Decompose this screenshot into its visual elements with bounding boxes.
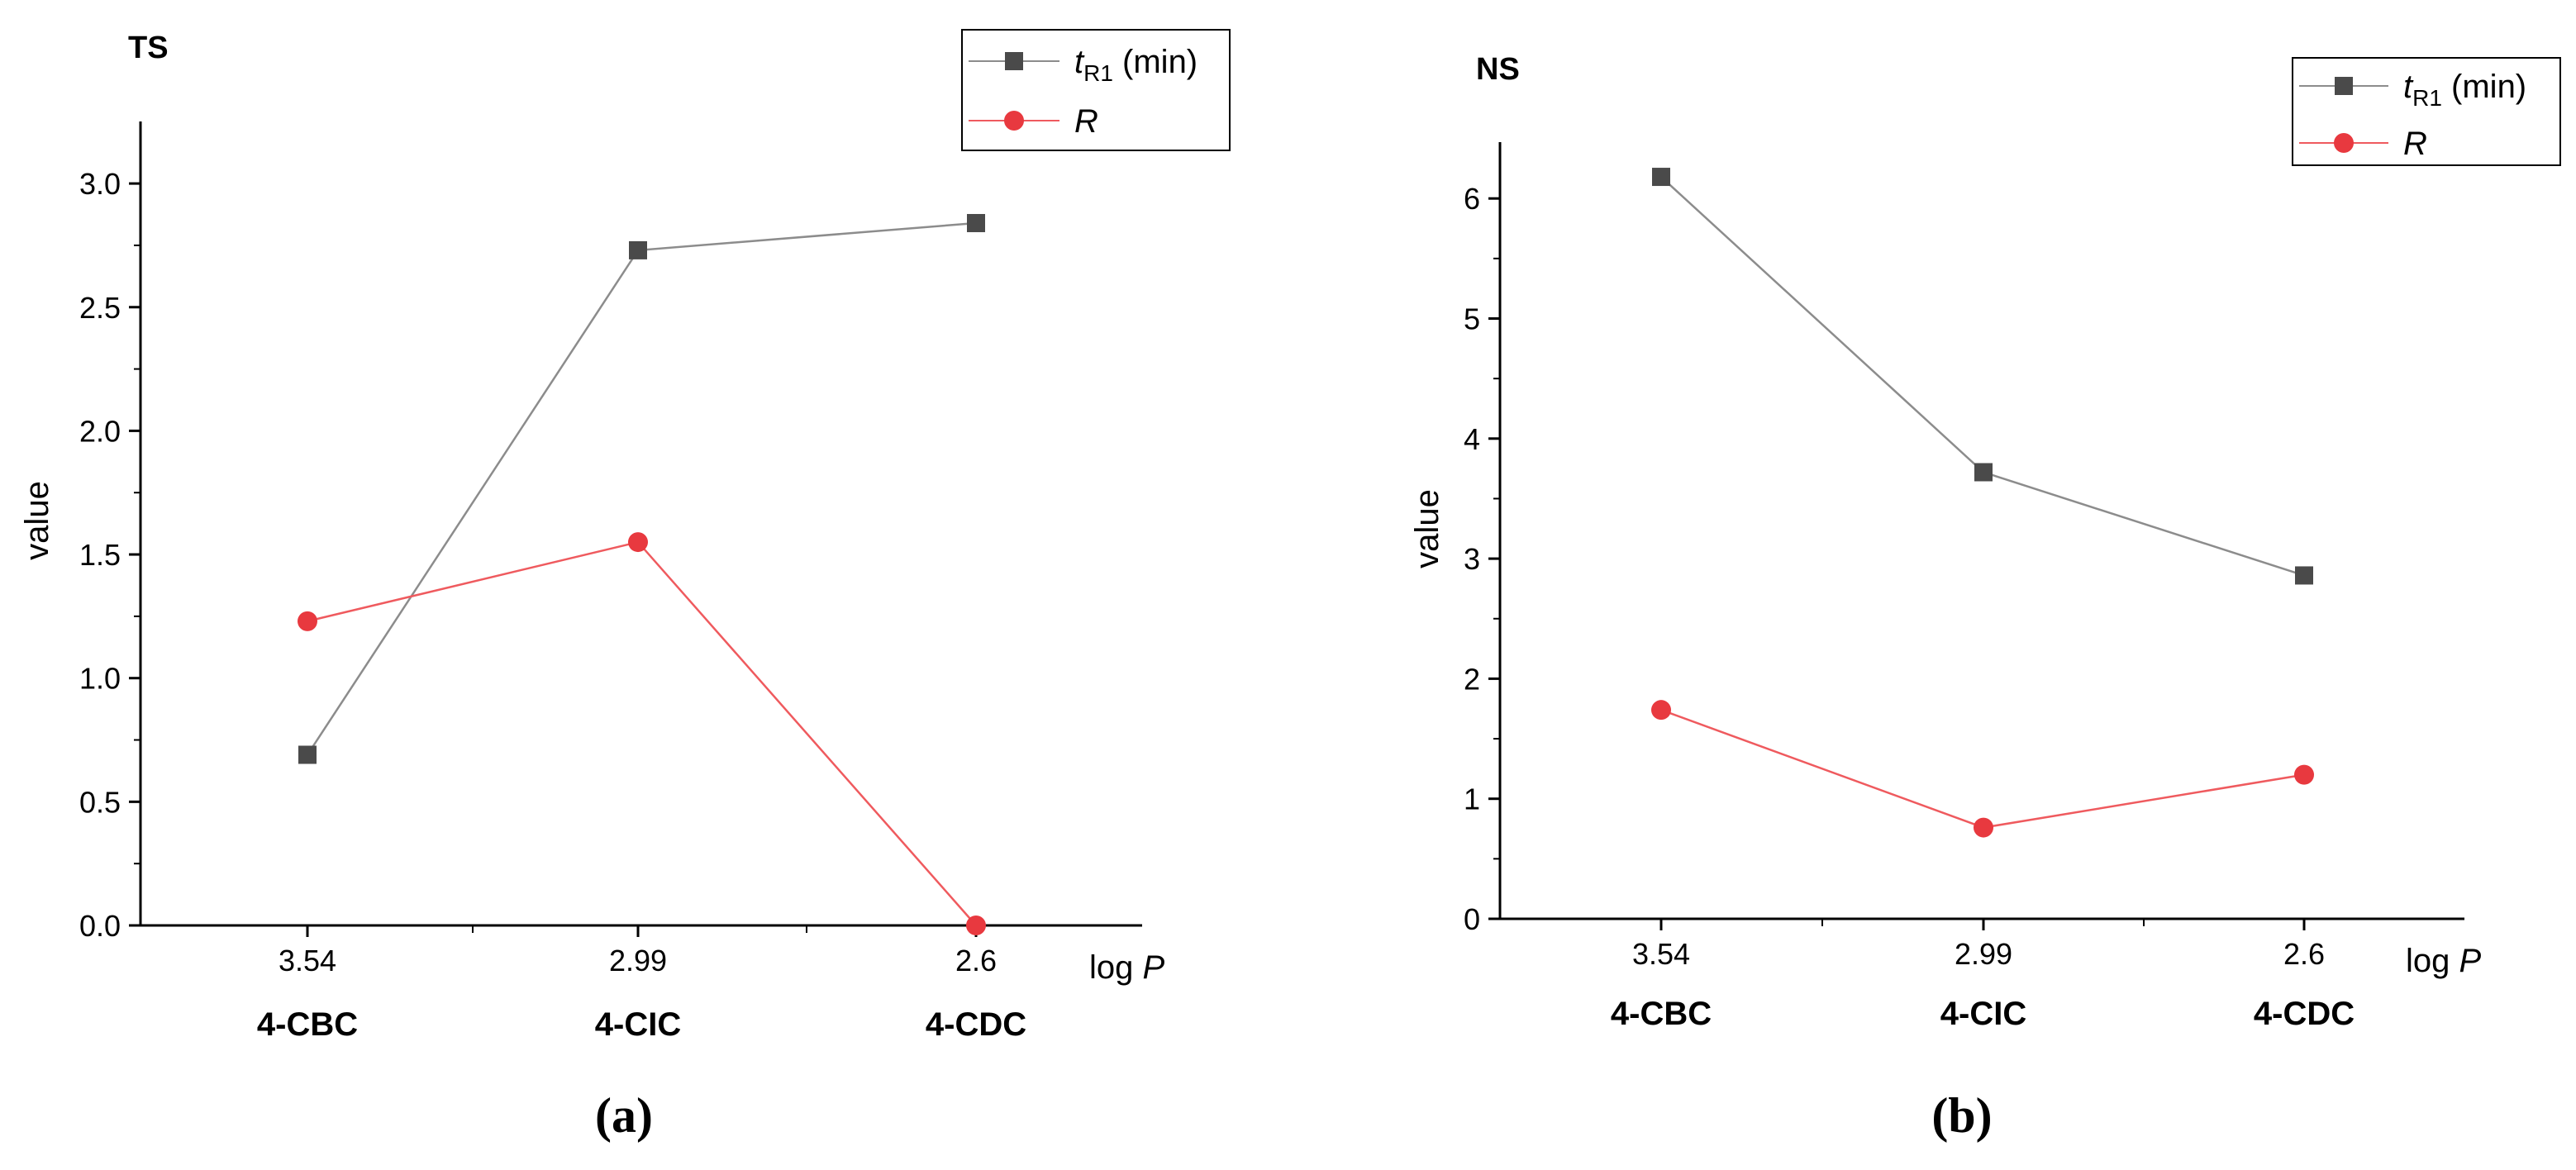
panel-a-y-tick-label: 3.0 <box>79 167 121 201</box>
panel-a-y-axis-label: value <box>19 481 55 560</box>
panel-b-legend-label-tr1: tR1 (min) <box>2403 69 2526 111</box>
panel-a-x-tick-label: 2.6 <box>955 944 997 977</box>
panel-b-y-tick-label: 0 <box>1464 902 1480 936</box>
panel-b-x-tick-label: 2.99 <box>1955 937 2012 971</box>
panel-a-series-line-tr1 <box>306 221 977 756</box>
panel-b-series-line-tr1 <box>1660 176 2305 577</box>
panel-a-legend-marker-r <box>1004 111 1024 131</box>
panel-b-y-tick-label: 2 <box>1464 662 1480 696</box>
panel-a-category-label: 4-CIC <box>595 1006 681 1043</box>
panel-b-category-label: 4-CBC <box>1611 996 1712 1032</box>
panel-a-data-point-tr1 <box>967 213 985 232</box>
panel-b-data-point-r <box>2294 764 2314 785</box>
panel-a-data-point-r <box>298 611 317 631</box>
panel-b-legend-label-r: R <box>2403 126 2427 162</box>
panel-b-legend: tR1 (min) R <box>2292 57 2561 166</box>
panel-b-data-point-r <box>1651 700 1671 721</box>
panel-a-y-tick-label: 0.5 <box>79 785 121 819</box>
panel-b-data-point-tr1 <box>1652 168 1670 187</box>
panel-b-category-label: 4-CIC <box>1940 996 2026 1032</box>
panel-b-label: (b) <box>1931 1088 1992 1143</box>
panel-b-legend-marker-tr1 <box>2335 77 2353 95</box>
panel-a-legend-marker-tr1 <box>1005 52 1023 70</box>
panel-b-y-axis-label: value <box>1409 489 1445 568</box>
panel-b-x-tick-label: 3.54 <box>1632 937 1690 971</box>
panel-a-legend-label-tr1: tR1 (min) <box>1074 44 1198 86</box>
panel-b-data-point-r <box>1974 817 1993 838</box>
panel-b-x-tick-label: 2.6 <box>2283 937 2325 971</box>
panel-a-label: (a) <box>595 1088 653 1143</box>
panel-b-y-tick-label: 4 <box>1464 422 1480 456</box>
panel-a-y-tick-label: 1.5 <box>79 538 121 572</box>
panel-a-data-point-tr1 <box>298 745 317 764</box>
panel-b-chart: NS value 0 1 2 3 4 5 6 3.54 4-CBC 2.99 4-CIC 2.6 4-… <box>1409 52 2561 1143</box>
panel-a-chart: TS value 0.0 0.5 1.0 1.5 2.0 2.5 3.0 3.54 4-CBC… <box>19 29 1231 1143</box>
panel-a-category-label: 4-CDC <box>926 1006 1026 1043</box>
panel-b-series-line-r <box>1660 709 2305 829</box>
panel-a-y-tick-label: 2.0 <box>79 414 121 448</box>
panel-a-data-point-r <box>628 532 648 553</box>
panel-b-x-axis-label: log P <box>2406 943 2482 979</box>
panel-a-y-tick-label: 0.0 <box>79 909 121 943</box>
panel-a-y-tick-label: 1.0 <box>79 662 121 696</box>
panel-b-y-tick-label: 1 <box>1464 782 1480 816</box>
panel-b-y-tick-label: 5 <box>1464 302 1480 336</box>
panel-a-series-line-r <box>307 540 977 926</box>
panel-b-y-tick-label: 6 <box>1464 182 1480 216</box>
panel-a-x-axis-label: log P <box>1089 949 1165 986</box>
panel-b-title: NS <box>1476 52 1520 87</box>
panel-b-legend-marker-r <box>2334 133 2354 153</box>
panel-a-legend-box <box>961 29 1231 151</box>
panel-a-x-tick-label: 2.99 <box>609 944 667 977</box>
panel-b-category-label: 4-CDC <box>2254 996 2355 1032</box>
panel-a-legend: tR1 (min) R <box>961 29 1231 151</box>
panel-a-category-label: 4-CBC <box>257 1006 358 1043</box>
panel-a-data-point-tr1 <box>629 240 647 259</box>
panel-a-data-point-r <box>966 916 986 935</box>
panel-a-x-tick-label: 3.54 <box>279 944 336 977</box>
panel-a-y-tick-label: 2.5 <box>79 291 121 325</box>
panel-a-legend-label-r: R <box>1074 103 1098 140</box>
panel-a-title: TS <box>128 31 169 65</box>
panel-b-y-tick-label: 3 <box>1464 542 1480 576</box>
panel-b-data-point-tr1 <box>2295 566 2313 585</box>
panel-b-data-point-tr1 <box>1974 463 1993 482</box>
